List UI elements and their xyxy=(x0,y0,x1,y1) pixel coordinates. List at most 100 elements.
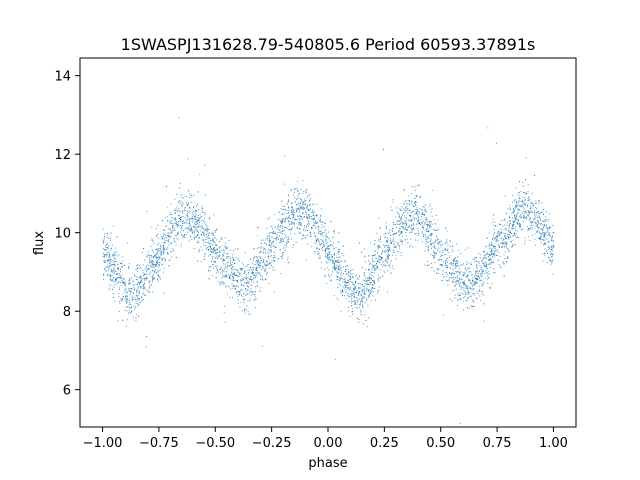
data-point xyxy=(473,288,475,290)
data-point xyxy=(215,244,217,246)
data-point xyxy=(341,291,343,293)
data-point xyxy=(240,279,242,281)
data-point xyxy=(501,229,503,231)
data-point xyxy=(379,269,381,271)
data-point xyxy=(507,248,509,250)
data-point xyxy=(155,252,157,254)
data-point xyxy=(378,240,380,242)
data-point xyxy=(520,214,522,216)
data-point xyxy=(316,203,318,205)
data-point xyxy=(457,265,459,267)
data-point xyxy=(240,275,242,277)
data-point xyxy=(366,284,368,286)
data-point xyxy=(469,280,471,282)
data-point xyxy=(502,240,504,242)
data-point xyxy=(137,284,139,286)
data-point xyxy=(103,273,105,275)
data-point xyxy=(152,277,154,279)
data-point xyxy=(524,199,526,201)
data-point xyxy=(146,273,148,275)
data-point xyxy=(401,231,403,233)
data-point xyxy=(164,216,166,218)
data-point xyxy=(294,188,296,190)
data-point xyxy=(356,317,358,319)
data-point xyxy=(418,219,420,221)
data-point xyxy=(200,227,202,229)
data-point xyxy=(415,202,417,204)
data-point xyxy=(258,256,260,258)
data-point xyxy=(337,242,339,244)
data-point xyxy=(285,217,286,219)
data-point xyxy=(205,253,206,255)
data-point xyxy=(520,206,522,208)
data-point xyxy=(327,256,329,258)
data-point xyxy=(532,205,534,207)
data-point xyxy=(126,300,128,302)
data-point xyxy=(494,252,496,254)
data-point xyxy=(406,222,407,224)
data-point xyxy=(417,211,419,212)
data-point xyxy=(545,242,546,244)
data-point xyxy=(503,233,505,235)
data-point xyxy=(328,252,330,254)
data-point xyxy=(211,232,213,234)
data-point xyxy=(167,232,169,234)
data-point xyxy=(110,237,112,239)
data-point xyxy=(461,278,463,280)
data-point xyxy=(485,264,487,266)
data-point xyxy=(298,224,300,226)
data-point xyxy=(152,257,154,259)
data-point xyxy=(323,242,324,244)
data-point xyxy=(120,299,122,301)
data-point xyxy=(341,289,343,291)
data-point xyxy=(124,298,126,300)
data-point xyxy=(366,287,368,289)
data-point xyxy=(527,206,529,208)
data-point xyxy=(513,208,514,210)
data-point xyxy=(424,214,425,216)
data-point xyxy=(344,260,346,262)
data-point xyxy=(438,247,440,249)
data-point xyxy=(177,232,179,234)
data-point xyxy=(128,302,130,304)
data-point xyxy=(223,263,225,265)
data-point xyxy=(213,233,214,235)
data-point xyxy=(292,217,294,219)
data-point xyxy=(260,269,262,271)
data-point xyxy=(451,262,452,264)
data-point xyxy=(299,198,301,199)
data-point xyxy=(171,230,173,232)
data-point xyxy=(514,207,516,209)
data-point xyxy=(176,193,178,195)
data-point xyxy=(441,254,442,256)
data-point xyxy=(419,196,421,198)
data-point xyxy=(431,208,433,210)
data-point xyxy=(193,222,195,224)
data-point xyxy=(348,271,350,273)
data-point xyxy=(415,209,417,211)
data-point xyxy=(460,253,462,254)
data-point xyxy=(493,236,495,238)
data-point xyxy=(385,259,387,261)
data-point xyxy=(169,235,171,237)
data-point xyxy=(308,214,310,216)
data-point xyxy=(102,247,104,249)
data-point xyxy=(150,262,152,264)
data-point xyxy=(371,271,373,273)
data-point xyxy=(416,223,418,225)
data-point xyxy=(475,257,476,259)
data-point xyxy=(408,195,410,197)
data-point xyxy=(481,267,482,269)
data-point xyxy=(239,272,241,274)
data-point xyxy=(231,273,233,274)
data-point xyxy=(486,275,488,277)
data-point xyxy=(485,245,487,247)
data-point xyxy=(452,272,454,274)
data-point xyxy=(335,267,337,269)
data-point xyxy=(159,256,161,258)
data-point xyxy=(553,240,555,242)
data-point xyxy=(138,315,139,317)
data-point xyxy=(109,278,111,280)
data-point xyxy=(288,221,290,223)
data-point xyxy=(530,227,532,228)
